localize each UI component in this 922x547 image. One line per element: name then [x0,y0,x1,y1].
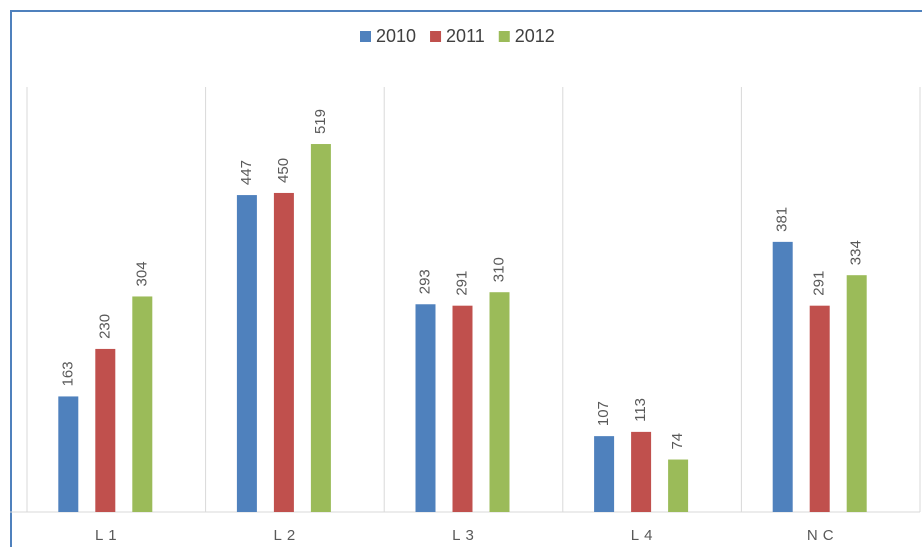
value-label: 291 [811,271,828,296]
bar [846,275,867,512]
x-tick-label: L4 [631,527,658,544]
bar [310,144,331,513]
legend-label: 2012 [515,26,555,46]
bar [489,292,510,512]
legend-swatch [430,31,442,42]
value-label: 230 [96,314,113,339]
bar [452,305,473,512]
bar [668,459,689,512]
value-label: 107 [595,401,612,426]
bar [415,304,436,512]
bar [236,195,257,512]
bar [772,241,793,512]
value-label: 310 [490,257,507,282]
bar [95,348,116,512]
value-label: 113 [632,398,649,422]
x-tick-label: L1 [95,527,122,544]
value-label: 291 [453,271,470,296]
value-label: 74 [669,433,686,450]
x-tick-label: L2 [274,527,301,544]
legend-label: 2011 [446,26,485,46]
bar [809,305,830,512]
legend-swatch [360,31,371,42]
x-tick-label: L3 [452,527,479,544]
frame [10,10,922,547]
legend-label: 2010 [376,26,416,46]
value-label: 447 [238,160,255,185]
bar [631,431,652,512]
bar [58,396,79,512]
legend-swatch [498,31,510,42]
value-label: 293 [416,269,433,294]
bar [132,296,153,512]
x-tick-label: NC [807,527,839,544]
value-label: 304 [133,261,150,286]
value-label: 334 [848,240,865,265]
value-label: 163 [59,361,76,386]
value-label: 381 [774,207,791,232]
bar [594,436,615,512]
bar [273,192,294,512]
value-label: 450 [275,158,292,183]
value-label: 519 [312,109,329,134]
